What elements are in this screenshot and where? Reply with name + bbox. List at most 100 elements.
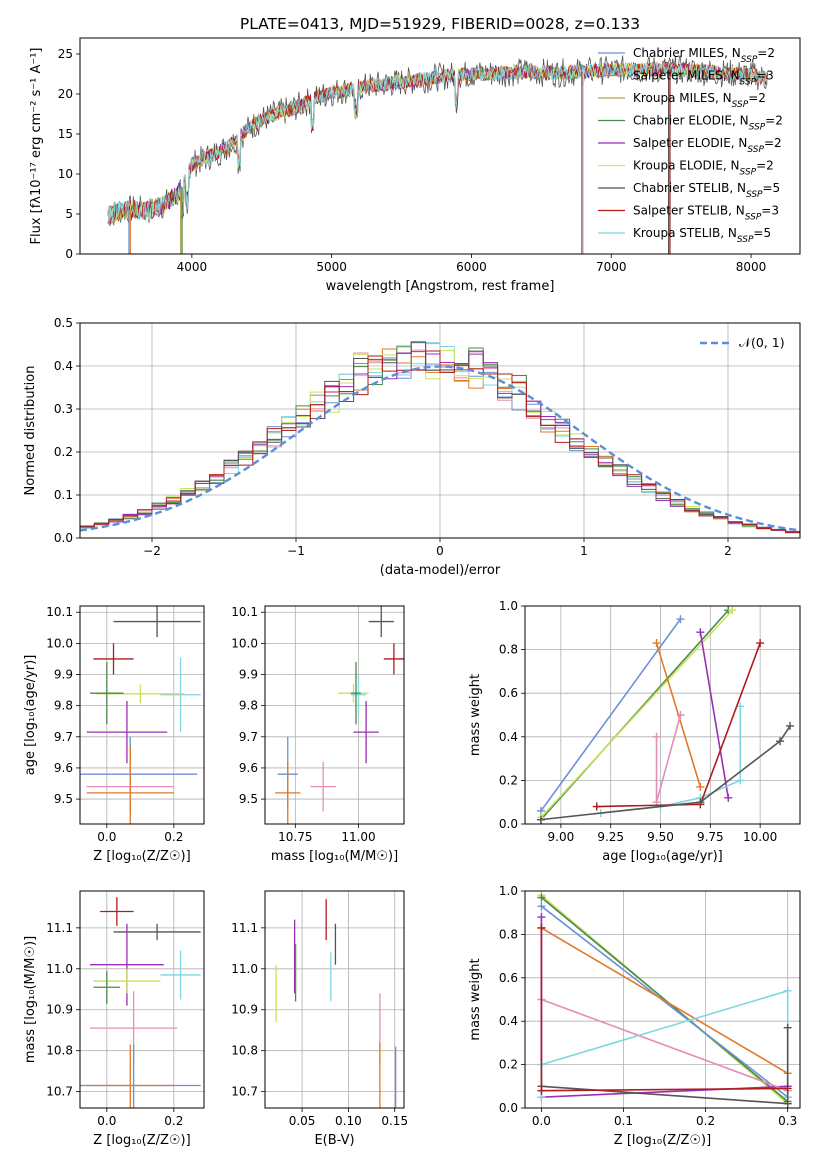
y-tick-label: 9.7	[54, 730, 73, 744]
legend-count: =2	[757, 46, 775, 60]
y-tick-label: 10.0	[46, 636, 73, 650]
y-tick-label: 0.4	[54, 359, 73, 373]
panel-age-vs-Z: 0.0 0.2 9.5 9.6 9.7 9.8 9.9 10.0 10.1 Z [log₁₀(Z/…	[23, 605, 205, 864]
legend-subscript: SSP	[740, 168, 757, 178]
y-tick-label: 0.2	[499, 1058, 518, 1072]
weight-series-line	[541, 927, 789, 1074]
legend-subscript: SSP	[737, 235, 754, 245]
y-tick-label: 15	[58, 127, 73, 141]
y-tick-label: 0.8	[499, 927, 518, 941]
x-tick-label: 9.75	[697, 830, 724, 844]
plot-area	[107, 55, 768, 254]
y-tick-label: 10.9	[231, 1003, 258, 1017]
plot-area	[80, 323, 800, 538]
y-axis-label: age [log₁₀(age/yr)]	[23, 655, 38, 776]
panel-age-vs-mass: 10.75 11.00 9.5 9.6 9.7 9.8 9.9 10.0 10.1 mass [l…	[231, 605, 405, 864]
axes-frame	[79, 37, 801, 255]
legend-subscript: SSP	[732, 100, 749, 110]
y-tick-label: 1.0	[499, 599, 518, 613]
x-axis-label: (data-model)/error	[380, 563, 501, 578]
plot-area	[525, 891, 800, 1108]
weight-point-marker	[783, 1099, 792, 1108]
x-tick-label: 0.0	[97, 830, 116, 844]
y-tick-label: 9.5	[239, 792, 258, 806]
y-tick-label: 0.0	[499, 1101, 518, 1115]
y-tick-label: 10.8	[46, 1044, 73, 1058]
legend-subscript: SSP	[740, 78, 757, 88]
x-tick-label: 0.05	[289, 1114, 316, 1128]
x-tick-label: 8000	[736, 260, 767, 274]
y-tick-label: 10.7	[46, 1085, 73, 1099]
x-tick-label: 6000	[456, 260, 487, 274]
weight-point-marker	[736, 776, 745, 785]
legend-count: =5	[763, 181, 781, 195]
residual-legend: 𝒩(0, 1)	[700, 335, 785, 350]
weight-series-line	[540, 896, 789, 1103]
y-tick-label: 9.8	[54, 699, 73, 713]
weight-point-marker	[783, 1084, 792, 1093]
y-axis-label: Normed distribution	[23, 366, 38, 496]
y-tick-label: 10.1	[231, 605, 258, 619]
weight-series-line	[540, 618, 682, 812]
y-tick-label: 25	[58, 47, 73, 61]
y-tick-label: 20	[58, 87, 73, 101]
y-axis-label: mass weight	[468, 674, 483, 756]
residual-histogram	[80, 350, 800, 538]
axes-frame	[79, 605, 205, 825]
y-tick-label: 10.7	[231, 1085, 258, 1099]
weight-point-marker	[537, 893, 546, 902]
legend-count: =3	[761, 204, 779, 218]
spectrum-series-line	[107, 61, 768, 225]
legend-subscript: SSP	[745, 213, 762, 223]
y-tick-label: 11.1	[46, 921, 73, 935]
plot-area	[525, 606, 800, 824]
weight-point-marker	[652, 732, 661, 741]
weight-point-marker	[776, 737, 785, 746]
weight-point-marker	[537, 1086, 546, 1095]
weight-point-marker	[537, 913, 546, 922]
weight-point-marker	[536, 815, 545, 824]
legend-entry: Kroupa STELIB, NSSP=5	[633, 226, 771, 245]
plot-area	[265, 606, 404, 824]
axes-frame	[264, 605, 405, 825]
y-tick-label: 10.0	[231, 636, 258, 650]
weight-point-marker	[537, 902, 546, 911]
weight-point-marker	[592, 802, 601, 811]
y-tick-label: 11.0	[231, 962, 258, 976]
y-tick-label: 5	[65, 207, 73, 221]
legend-count: =3	[756, 69, 774, 83]
y-tick-label: 0.6	[499, 971, 518, 985]
y-tick-label: 9.9	[54, 668, 73, 682]
legend-entry: 𝒩(0, 1)	[739, 335, 785, 350]
legend-entry: Chabrier ELODIE, NSSP=2	[633, 114, 783, 133]
x-axis-label: Z [log₁₀(Z/Z☉)]	[93, 849, 190, 864]
weight-point-marker	[783, 1023, 792, 1032]
y-tick-label: 10.9	[46, 1003, 73, 1017]
x-tick-label: 9.50	[647, 830, 674, 844]
weight-series-line	[540, 725, 791, 821]
weight-point-marker	[676, 711, 685, 719]
weight-series-line	[540, 927, 788, 1092]
x-axis-label: E(B-V)	[314, 1133, 354, 1148]
y-tick-label: 0.0	[54, 531, 73, 545]
y-tick-label: 0.0	[499, 817, 518, 831]
x-axis-label: Z [log₁₀(Z/Z☉)]	[614, 1133, 711, 1148]
panel-residuals: −2 −1 0 1 2 0.0 0.1 0.2 0.3 0.4 0.5 (data-model)/er…	[23, 316, 801, 578]
legend-count: =5	[753, 226, 771, 240]
legend-count: =2	[764, 136, 782, 150]
x-tick-label: 0.2	[696, 1114, 715, 1128]
x-tick-label: −2	[143, 544, 161, 558]
x-tick-label: 0.2	[164, 1114, 183, 1128]
legend-entry: Chabrier STELIB, NSSP=5	[633, 181, 780, 200]
weight-series-line	[540, 989, 789, 1098]
y-tick-label: 0.4	[499, 1014, 518, 1028]
spectrum-series-line	[107, 61, 768, 225]
x-tick-label: 5000	[316, 260, 347, 274]
weight-series-line	[600, 706, 742, 814]
x-tick-label: 4000	[177, 260, 208, 274]
legend-entry: Salpeter STELIB, NSSP=3	[633, 204, 779, 223]
x-tick-label: 9.00	[548, 830, 575, 844]
y-tick-label: 0	[65, 247, 73, 261]
legend-subscript: SSP	[747, 145, 764, 155]
